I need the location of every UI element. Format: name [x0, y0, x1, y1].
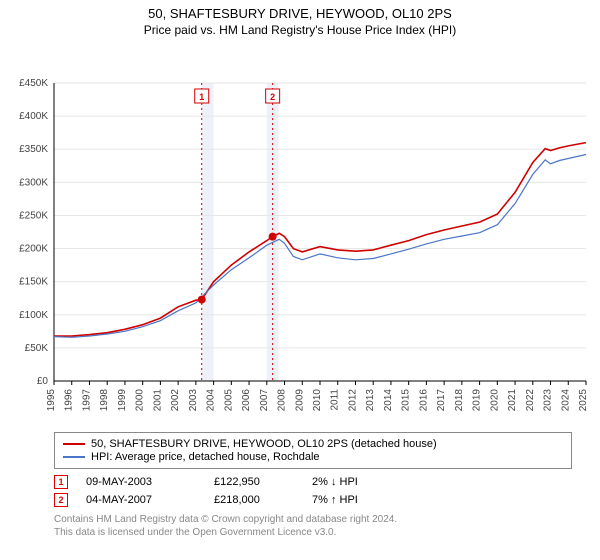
- svg-text:2013: 2013: [365, 389, 376, 412]
- price-chart: £0 £50K £100K £150K £200K £250K £300K £350K £400…: [0, 41, 600, 421]
- svg-text:2024: 2024: [560, 389, 571, 412]
- page-title: 50, SHAFTESBURY DRIVE, HEYWOOD, OL10 2PS: [0, 0, 600, 21]
- svg-text:2020: 2020: [489, 389, 500, 412]
- svg-text:2002: 2002: [170, 389, 181, 412]
- svg-text:2004: 2004: [206, 389, 217, 412]
- svg-text:£100K: £100K: [19, 310, 48, 321]
- svg-text:£450K: £450K: [19, 78, 48, 89]
- svg-text:2005: 2005: [223, 389, 234, 412]
- svg-text:£150K: £150K: [19, 277, 48, 288]
- svg-text:2023: 2023: [543, 389, 554, 412]
- svg-text:2017: 2017: [436, 389, 447, 412]
- svg-text:£0: £0: [37, 376, 49, 387]
- svg-text:1998: 1998: [99, 389, 110, 412]
- svg-text:2001: 2001: [152, 389, 163, 412]
- sale-date: 09-MAY-2003: [86, 476, 196, 488]
- sale-hpi-delta: 7% ↑ HPI: [312, 494, 382, 506]
- svg-text:2015: 2015: [401, 389, 412, 412]
- svg-text:2014: 2014: [383, 389, 394, 412]
- svg-text:2022: 2022: [525, 389, 536, 412]
- svg-text:2010: 2010: [312, 389, 323, 412]
- sale-marker-icon: 2: [54, 493, 68, 507]
- legend: 50, SHAFTESBURY DRIVE, HEYWOOD, OL10 2PS…: [54, 432, 572, 469]
- legend-item: 50, SHAFTESBURY DRIVE, HEYWOOD, OL10 2PS…: [63, 438, 563, 450]
- legend-swatch: [63, 456, 85, 458]
- svg-text:2016: 2016: [418, 389, 429, 412]
- sales-table: 1 09-MAY-2003 £122,950 2% ↓ HPI 2 04-MAY-2007…: [54, 473, 572, 509]
- page-subtitle: Price paid vs. HM Land Registry's House …: [0, 21, 600, 41]
- svg-text:£400K: £400K: [19, 111, 48, 122]
- legend-label: HPI: Average price, detached house, Roch…: [91, 451, 320, 463]
- svg-text:2025: 2025: [578, 389, 589, 412]
- svg-text:1: 1: [199, 92, 204, 102]
- svg-text:2018: 2018: [454, 389, 465, 412]
- svg-text:1996: 1996: [64, 389, 75, 412]
- svg-text:2011: 2011: [330, 389, 341, 411]
- sale-date: 04-MAY-2007: [86, 494, 196, 506]
- sale-price: £122,950: [214, 476, 294, 488]
- legend-swatch: [63, 443, 85, 445]
- svg-text:£250K: £250K: [19, 210, 48, 221]
- sales-row: 2 04-MAY-2007 £218,000 7% ↑ HPI: [54, 491, 572, 509]
- svg-text:1997: 1997: [81, 389, 92, 412]
- svg-text:£300K: £300K: [19, 177, 48, 188]
- sales-row: 1 09-MAY-2003 £122,950 2% ↓ HPI: [54, 473, 572, 491]
- sale-price: £218,000: [214, 494, 294, 506]
- svg-text:2003: 2003: [188, 389, 199, 412]
- svg-text:£350K: £350K: [19, 144, 48, 155]
- svg-text:2008: 2008: [277, 389, 288, 412]
- svg-text:2009: 2009: [294, 389, 305, 412]
- sale-hpi-delta: 2% ↓ HPI: [312, 476, 382, 488]
- svg-text:1999: 1999: [117, 389, 128, 412]
- svg-text:2007: 2007: [259, 389, 270, 412]
- svg-text:2: 2: [270, 92, 275, 102]
- svg-text:2000: 2000: [135, 389, 146, 412]
- svg-text:2012: 2012: [347, 389, 358, 412]
- svg-text:2021: 2021: [507, 389, 518, 412]
- footer-line: Contains HM Land Registry data © Crown c…: [54, 513, 572, 526]
- svg-text:2019: 2019: [472, 389, 483, 412]
- sale-marker-icon: 1: [54, 475, 68, 489]
- legend-label: 50, SHAFTESBURY DRIVE, HEYWOOD, OL10 2PS…: [91, 438, 437, 450]
- svg-text:1995: 1995: [46, 389, 57, 412]
- svg-text:2006: 2006: [241, 389, 252, 412]
- svg-text:£200K: £200K: [19, 244, 48, 255]
- footer-line: This data is licensed under the Open Gov…: [54, 526, 572, 539]
- legend-item: HPI: Average price, detached house, Roch…: [63, 451, 563, 463]
- attribution-footer: Contains HM Land Registry data © Crown c…: [54, 513, 572, 539]
- svg-text:£50K: £50K: [25, 343, 49, 354]
